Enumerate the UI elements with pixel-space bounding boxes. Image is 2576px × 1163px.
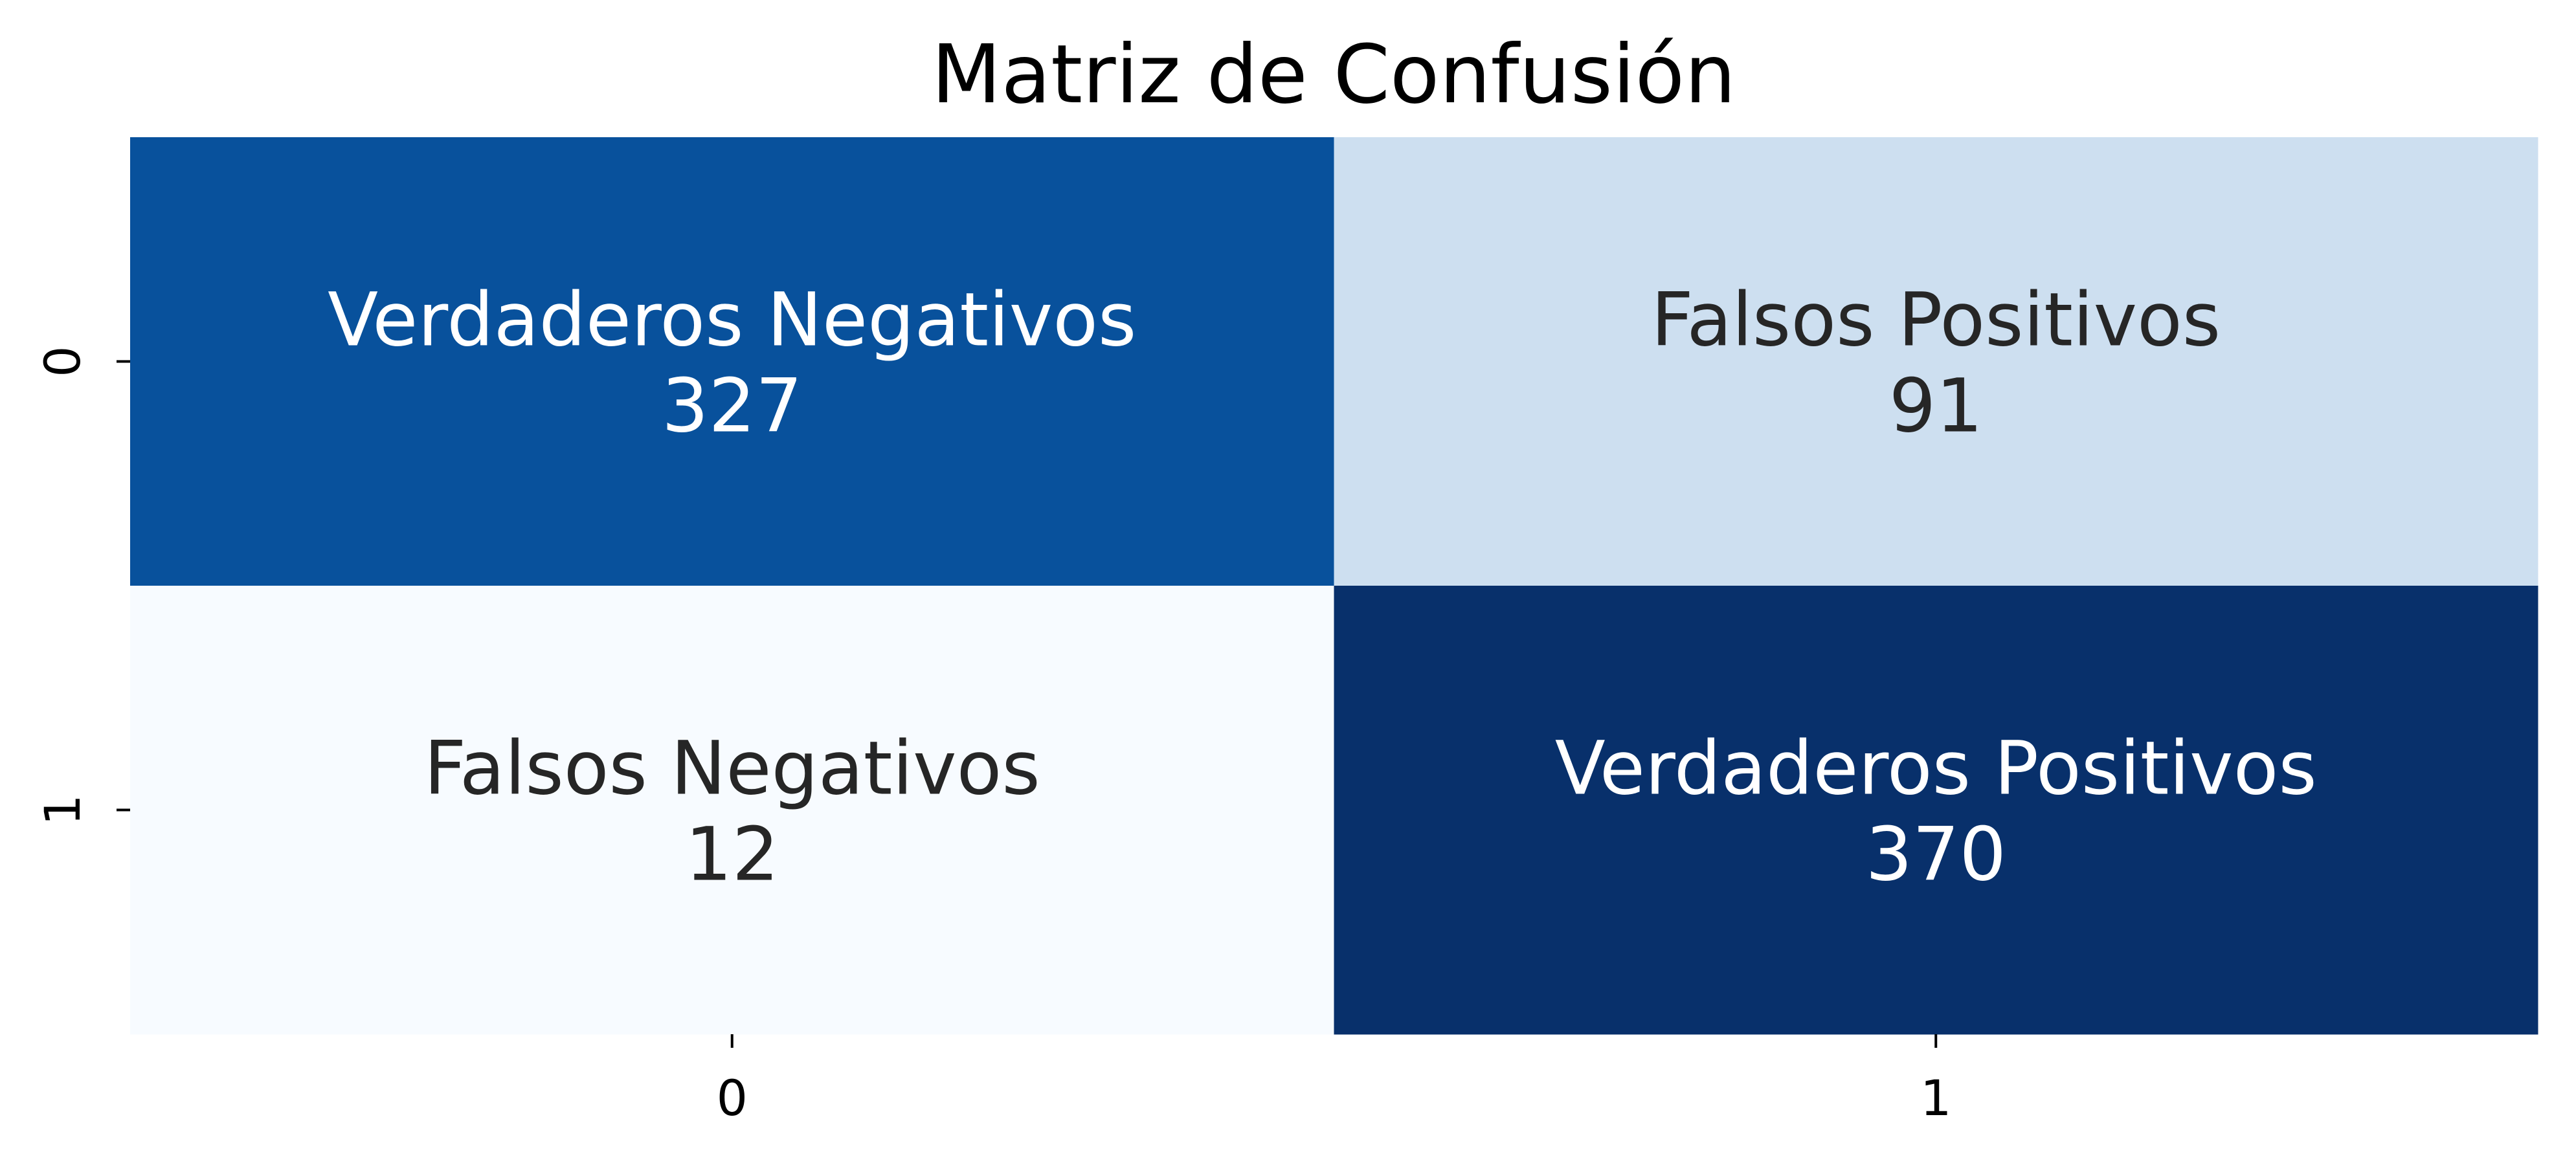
heatmap-axes: 0 1 0 1	[34, 346, 1951, 1127]
cell-label: Verdaderos Negativos	[328, 277, 1136, 363]
x-tick-label: 1	[1920, 1069, 1951, 1127]
chart-title: Matriz de Confusión	[932, 28, 1736, 122]
cell-label: Falsos Negativos	[424, 725, 1040, 812]
cell-value: 91	[1889, 363, 1983, 449]
y-tick-label: 1	[34, 794, 91, 825]
heatmap-cell	[130, 137, 1334, 586]
heatmap-cell	[130, 586, 1334, 1035]
heatmap-cell	[1334, 586, 2538, 1035]
x-tick-label: 0	[717, 1069, 748, 1127]
cell-value: 327	[662, 363, 803, 449]
cell-value: 12	[685, 812, 779, 898]
cell-label: Falsos Positivos	[1651, 277, 2221, 363]
heatmap-cell	[1334, 137, 2538, 586]
cell-value: 370	[1865, 812, 2006, 898]
y-tick-label: 0	[34, 346, 91, 377]
cell-label: Verdaderos Positivos	[1555, 725, 2317, 812]
